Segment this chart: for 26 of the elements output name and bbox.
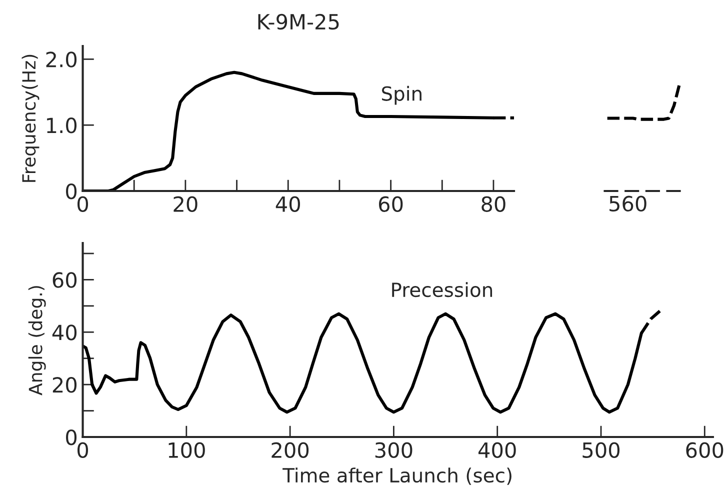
y-tick-label: 20 — [52, 377, 77, 393]
annotation: Precession — [392, 282, 492, 298]
x-tick-label: 60 — [378, 196, 403, 212]
y-tick-label: 1.0 — [47, 118, 77, 134]
x-tick-label: 500 — [582, 442, 620, 458]
annotation: Spin — [382, 86, 422, 105]
x-tick-label: 100 — [168, 442, 205, 458]
x-tick-label: 400 — [478, 442, 516, 458]
y-tick-label: 0 — [66, 429, 77, 446]
chart-title: K-9M-25 — [258, 14, 339, 30]
x-tick-label: 600 — [686, 442, 724, 458]
text: 560 — [610, 196, 646, 212]
y-axis-title: Angle (deg.) — [28, 286, 46, 396]
x-tick-label: 200 — [272, 442, 309, 458]
y-axis-title: Frequency(Hz) — [22, 54, 40, 182]
y-tick-label: 60 — [52, 272, 77, 288]
x-tick-label: 40 — [276, 196, 300, 212]
x-axis-title: Time after Launch (sec) — [282, 468, 512, 485]
x-tick-label: 0 — [78, 442, 88, 458]
x-tick-label: 20 — [174, 196, 198, 212]
y-tick-label: 0 — [66, 183, 77, 200]
x-tick-label: 0 — [78, 196, 88, 212]
x-tick-label: 300 — [375, 442, 412, 458]
x-tick-label: 80 — [482, 196, 506, 212]
y-tick-label: 40 — [52, 324, 77, 340]
y-tick-label: 2.0 — [46, 52, 77, 68]
